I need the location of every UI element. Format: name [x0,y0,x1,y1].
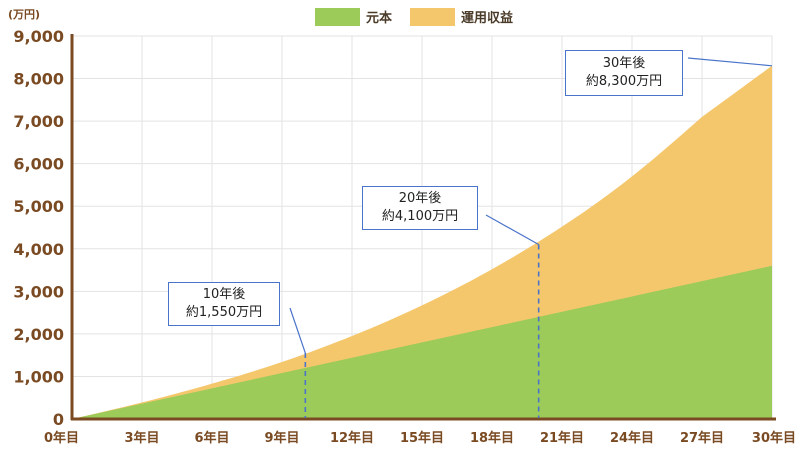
annotation-pointer-line [289,307,306,354]
legend-label-return: 運用収益 [461,10,513,26]
annotation-pointer-line [687,57,773,67]
annotation-year: 20年後 [398,191,442,206]
x-tick-label: 21年目 [540,430,584,446]
x-tick-label: 9年目 [264,430,299,446]
annotation-callout: 30年後約8,300万円 [565,50,683,96]
x-tick-label: 0年目 [44,430,79,446]
area-principal [72,265,772,419]
x-tick-label: 18年目 [470,430,514,446]
y-tick-label: 5,000 [13,197,64,216]
y-tick-label: 9,000 [13,27,64,46]
y-tick-label: 4,000 [13,240,64,259]
x-tick-label: 6年目 [194,430,229,446]
x-tick-label: 3年目 [124,430,159,446]
y-tick-label: 8,000 [13,70,64,89]
annotation-year: 30年後 [602,56,646,71]
y-tick-label: 0 [53,410,64,429]
y-tick-label: 6,000 [13,155,64,174]
x-tick-label: 30年目 [752,430,796,446]
y-tick-label: 3,000 [13,282,64,301]
y-tick-label: 2,000 [13,325,64,344]
annotation-callout: 20年後約4,100万円 [362,186,478,230]
annotation-pointer-line [485,214,539,246]
annotation-amount: 約1,550万円 [185,305,263,320]
x-tick-label: 12年目 [330,430,374,446]
legend-swatch-principal [315,8,360,26]
x-tick-label: 15年目 [400,430,444,446]
x-tick-label: 24年目 [610,430,654,446]
y-unit-label: (万円) [8,8,40,21]
legend-label-principal: 元本 [366,10,392,26]
y-tick-label: 7,000 [13,112,64,131]
annotation-amount: 約8,300万円 [585,74,663,89]
x-tick-label: 27年目 [680,430,724,446]
y-tick-label: 1,000 [13,367,64,386]
annotation-year: 10年後 [202,287,246,302]
legend-swatch-return [410,8,455,26]
annotation-amount: 約4,100万円 [381,209,459,224]
annotation-callout: 10年後約1,550万円 [168,282,280,326]
